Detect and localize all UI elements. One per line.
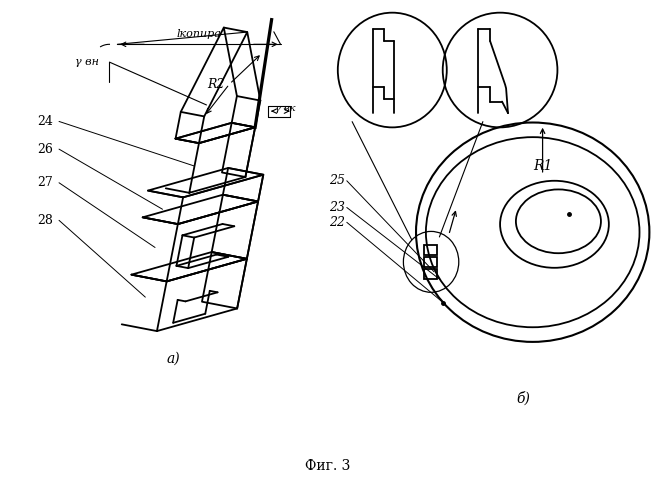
Text: R1: R1 — [533, 159, 553, 173]
Text: 26: 26 — [37, 142, 53, 156]
Text: 23: 23 — [328, 201, 345, 214]
Text: 25: 25 — [328, 174, 345, 188]
Text: 24: 24 — [37, 115, 53, 128]
Text: lкопира: lкопира — [177, 30, 221, 40]
Text: б): б) — [516, 391, 530, 406]
Text: γ вн: γ вн — [75, 57, 99, 67]
Text: γ вк: γ вк — [275, 104, 296, 113]
Text: а): а) — [167, 352, 180, 366]
Text: 28: 28 — [37, 214, 53, 227]
Text: Фиг. 3: Фиг. 3 — [306, 458, 351, 472]
Text: 27: 27 — [37, 176, 53, 190]
Text: 22: 22 — [328, 216, 345, 229]
Text: R2: R2 — [207, 78, 225, 90]
